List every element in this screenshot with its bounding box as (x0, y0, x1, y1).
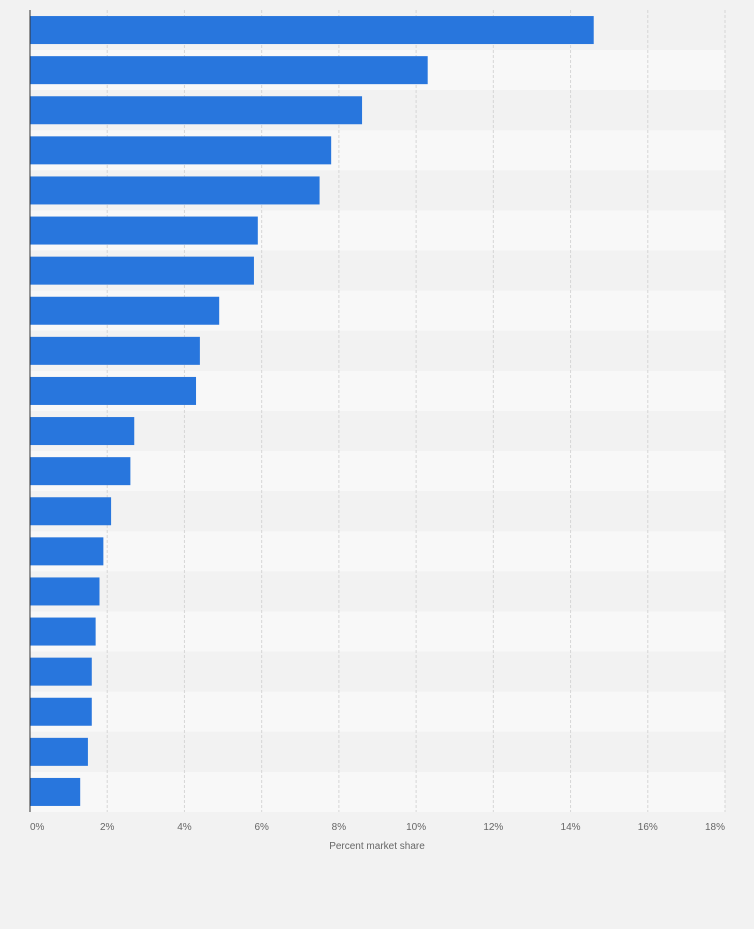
x-tick-label: 8% (332, 822, 347, 833)
bar[interactable] (30, 697, 92, 726)
x-tick-label: 14% (561, 822, 581, 833)
bar[interactable] (30, 657, 92, 686)
row-band (30, 731, 725, 772)
bar[interactable] (30, 577, 100, 606)
bar[interactable] (30, 777, 81, 806)
x-tick-label: 2% (100, 822, 115, 833)
bar[interactable] (30, 336, 200, 365)
bar[interactable] (30, 256, 254, 285)
x-tick-label: 0% (30, 822, 45, 833)
bar[interactable] (30, 497, 112, 526)
x-tick-label: 4% (177, 822, 192, 833)
row-band (30, 491, 725, 532)
bar[interactable] (30, 176, 320, 205)
bar[interactable] (30, 16, 594, 45)
bar[interactable] (30, 617, 96, 646)
row-band (30, 651, 725, 692)
x-tick-label: 12% (483, 822, 503, 833)
bar[interactable] (30, 457, 131, 486)
row-band (30, 611, 725, 652)
x-tick-label: 10% (406, 822, 426, 833)
row-bands (30, 10, 725, 812)
bar[interactable] (30, 537, 104, 566)
x-tick-label: 16% (638, 822, 658, 833)
gridlines (106, 10, 726, 812)
x-axis-title: Percent market share (329, 841, 425, 852)
bars (30, 16, 594, 806)
row-band (30, 451, 725, 492)
bar[interactable] (30, 296, 220, 325)
row-band (30, 691, 725, 732)
row-band (30, 531, 725, 572)
bar[interactable] (30, 136, 332, 165)
bar[interactable] (30, 96, 363, 125)
bar[interactable] (30, 56, 428, 85)
x-tick-label: 6% (254, 822, 269, 833)
bar[interactable] (30, 216, 258, 245)
row-band (30, 771, 725, 812)
row-band (30, 411, 725, 452)
row-band (30, 571, 725, 612)
bar[interactable] (30, 737, 88, 766)
bar[interactable] (30, 376, 197, 405)
x-tick-label: 18% (705, 822, 725, 833)
x-axis-ticks: 0% 2% 4% 6% 8% 10% 12% 14% 16% 18% (30, 822, 725, 833)
bar[interactable] (30, 417, 135, 446)
